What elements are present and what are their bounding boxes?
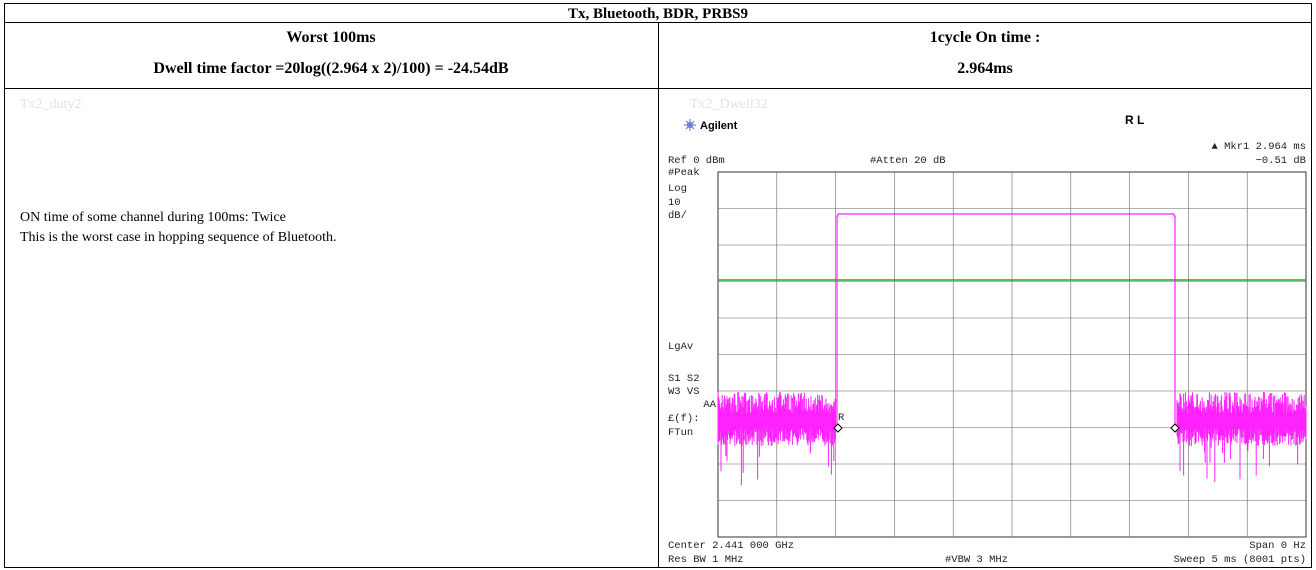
header-left: Dwell time factor =20log((2.964 x 2)/100…	[153, 60, 509, 77]
cell-label: Tx2_Dwell32	[690, 97, 768, 112]
body-text: ON time of some channel during 100ms: Tw…	[20, 210, 286, 225]
header-right: 1cycle On time :	[930, 29, 1041, 46]
burst-trace	[836, 213, 1176, 425]
center-freq: Center 2.441 000 GHz	[668, 540, 794, 552]
marker	[833, 423, 843, 433]
marker-readout: ▲ Mkr1 2.964 ms	[1211, 141, 1306, 153]
marker-level: −0.51 dB	[1256, 155, 1306, 167]
res-bw: Res BW 1 MHz	[668, 554, 744, 566]
ref-level: Ref 0 dBm	[668, 155, 725, 167]
attenuation: #Atten 20 dB	[870, 155, 946, 167]
noise-trace	[1176, 392, 1307, 483]
body-text: This is the worst case in hopping sequen…	[20, 230, 337, 245]
vbw: #VBW 3 MHz	[945, 554, 1008, 566]
cell-label: Tx2_duty2	[20, 97, 81, 112]
header-left: Worst 100ms	[286, 29, 375, 46]
side-label: #Peak	[668, 167, 700, 179]
analyzer-screen: Agilent R L ▲ Mkr1 2.964 ms −0.51 dB Ref…	[668, 113, 1307, 566]
trace-label: R	[838, 412, 845, 424]
side-label: Log	[668, 183, 687, 195]
side-label: £(f):	[668, 413, 700, 425]
side-label: FTun	[668, 427, 693, 439]
side-label: AA	[703, 399, 716, 411]
table-borders	[4, 3, 1312, 568]
side-label: W3 VS	[668, 386, 700, 398]
table-title: Tx, Bluetooth, BDR, PRBS9	[568, 6, 748, 22]
agilent-logo	[684, 119, 696, 131]
side-label: 10	[668, 197, 681, 209]
side-label: dB/	[668, 210, 687, 222]
marker	[1170, 423, 1180, 433]
side-label: S1 S2	[668, 373, 700, 385]
side-label: LgAv	[668, 341, 693, 353]
status: R L	[1125, 113, 1144, 127]
sweep: Sweep 5 ms (8001 pts)	[1174, 554, 1306, 566]
header-right: 2.964ms	[957, 60, 1013, 77]
span: Span 0 Hz	[1249, 540, 1306, 552]
noise-trace	[717, 392, 837, 486]
brand: Agilent	[700, 120, 738, 132]
